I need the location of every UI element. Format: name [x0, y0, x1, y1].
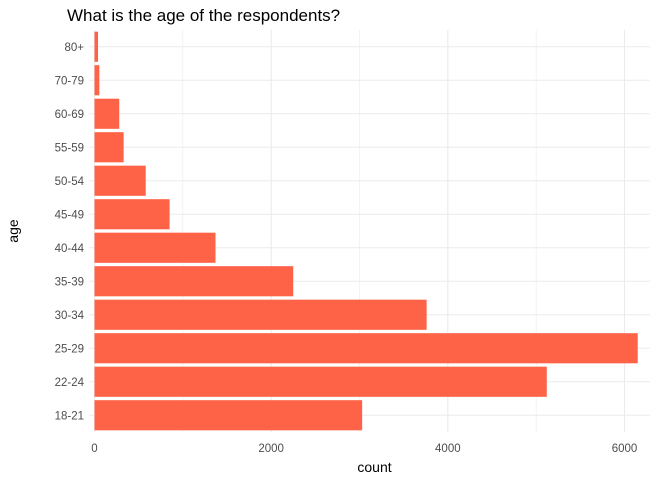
bar-22-24 [94, 366, 547, 397]
y-axis-label: age [5, 219, 21, 243]
y-tick-label: 35-39 [55, 276, 84, 288]
x-tick-label: 6000 [612, 443, 638, 455]
y-tick-label: 80+ [64, 42, 84, 54]
bar-55-59 [94, 132, 124, 163]
bar-45-49 [94, 199, 170, 230]
chart-title: What is the age of the respondents? [67, 6, 341, 25]
y-tick-label: 45-49 [55, 209, 84, 221]
bar-50-54 [94, 165, 146, 196]
y-tick-label: 25-29 [55, 343, 84, 355]
x-tick-label: 2000 [258, 443, 284, 455]
y-tick-labels: 18-21 22-24 25-29 30-34 35-39 40-44 45-49 50-54… [55, 42, 85, 423]
y-tick-label: 18-21 [55, 410, 84, 422]
y-tick-label: 70-79 [55, 75, 84, 87]
y-tick-label: 22-24 [55, 377, 85, 389]
x-tick-label: 4000 [435, 443, 461, 455]
x-tick-labels: 0 2000 4000 6000 [91, 443, 637, 455]
y-tick-label: 60-69 [55, 109, 84, 121]
y-tick-label: 40-44 [55, 243, 85, 255]
x-tick-label: 0 [91, 443, 97, 455]
y-tick-label: 55-59 [55, 142, 84, 154]
bar-80-plus [94, 31, 99, 62]
y-tick-label: 50-54 [55, 176, 85, 188]
bar-35-39 [94, 266, 294, 297]
bars-layer [94, 31, 638, 431]
y-tick-label: 30-34 [55, 310, 85, 322]
bar-40-44 [94, 232, 216, 263]
bar-18-21 [94, 400, 363, 431]
bar-25-29 [94, 333, 638, 364]
bar-70-79 [94, 65, 100, 96]
bar-60-69 [94, 98, 120, 129]
x-axis-label: count [357, 459, 391, 475]
bar-30-34 [94, 299, 427, 330]
